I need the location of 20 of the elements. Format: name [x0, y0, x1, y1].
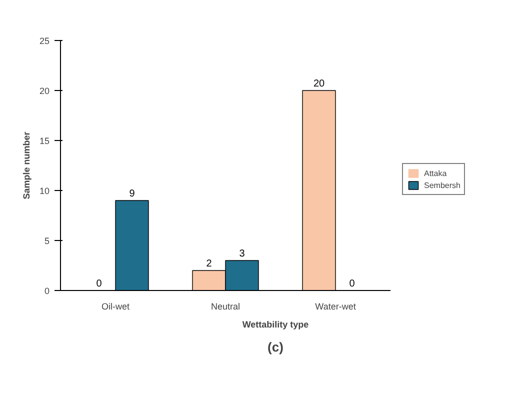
y-tick-label: 25: [39, 36, 50, 46]
y-tick-label: 15: [39, 136, 50, 146]
x-tick-label: Oil-wet: [102, 302, 130, 312]
x-tick-label: Water-wet: [315, 302, 356, 312]
y-tick-label: 5: [44, 236, 50, 246]
x-axis-title: Wettability type: [242, 320, 309, 330]
data-label: 9: [129, 188, 136, 200]
x-tick-label: Neutral: [210, 302, 240, 312]
y-tick-label: 20: [39, 86, 50, 96]
y-tick-label: 10: [39, 186, 50, 196]
legend-label: Attaka: [424, 168, 447, 178]
data-label: 2: [206, 258, 212, 270]
data-label: 0: [96, 278, 102, 290]
text: (c): [268, 340, 284, 354]
legend-label: Sembersh: [424, 180, 460, 190]
data-label: 0: [349, 278, 356, 290]
y-axis-title: Sample number: [21, 131, 32, 200]
data-label: 20: [313, 78, 325, 90]
y-tick-label: 0: [44, 286, 50, 296]
data-label: 3: [239, 248, 246, 260]
